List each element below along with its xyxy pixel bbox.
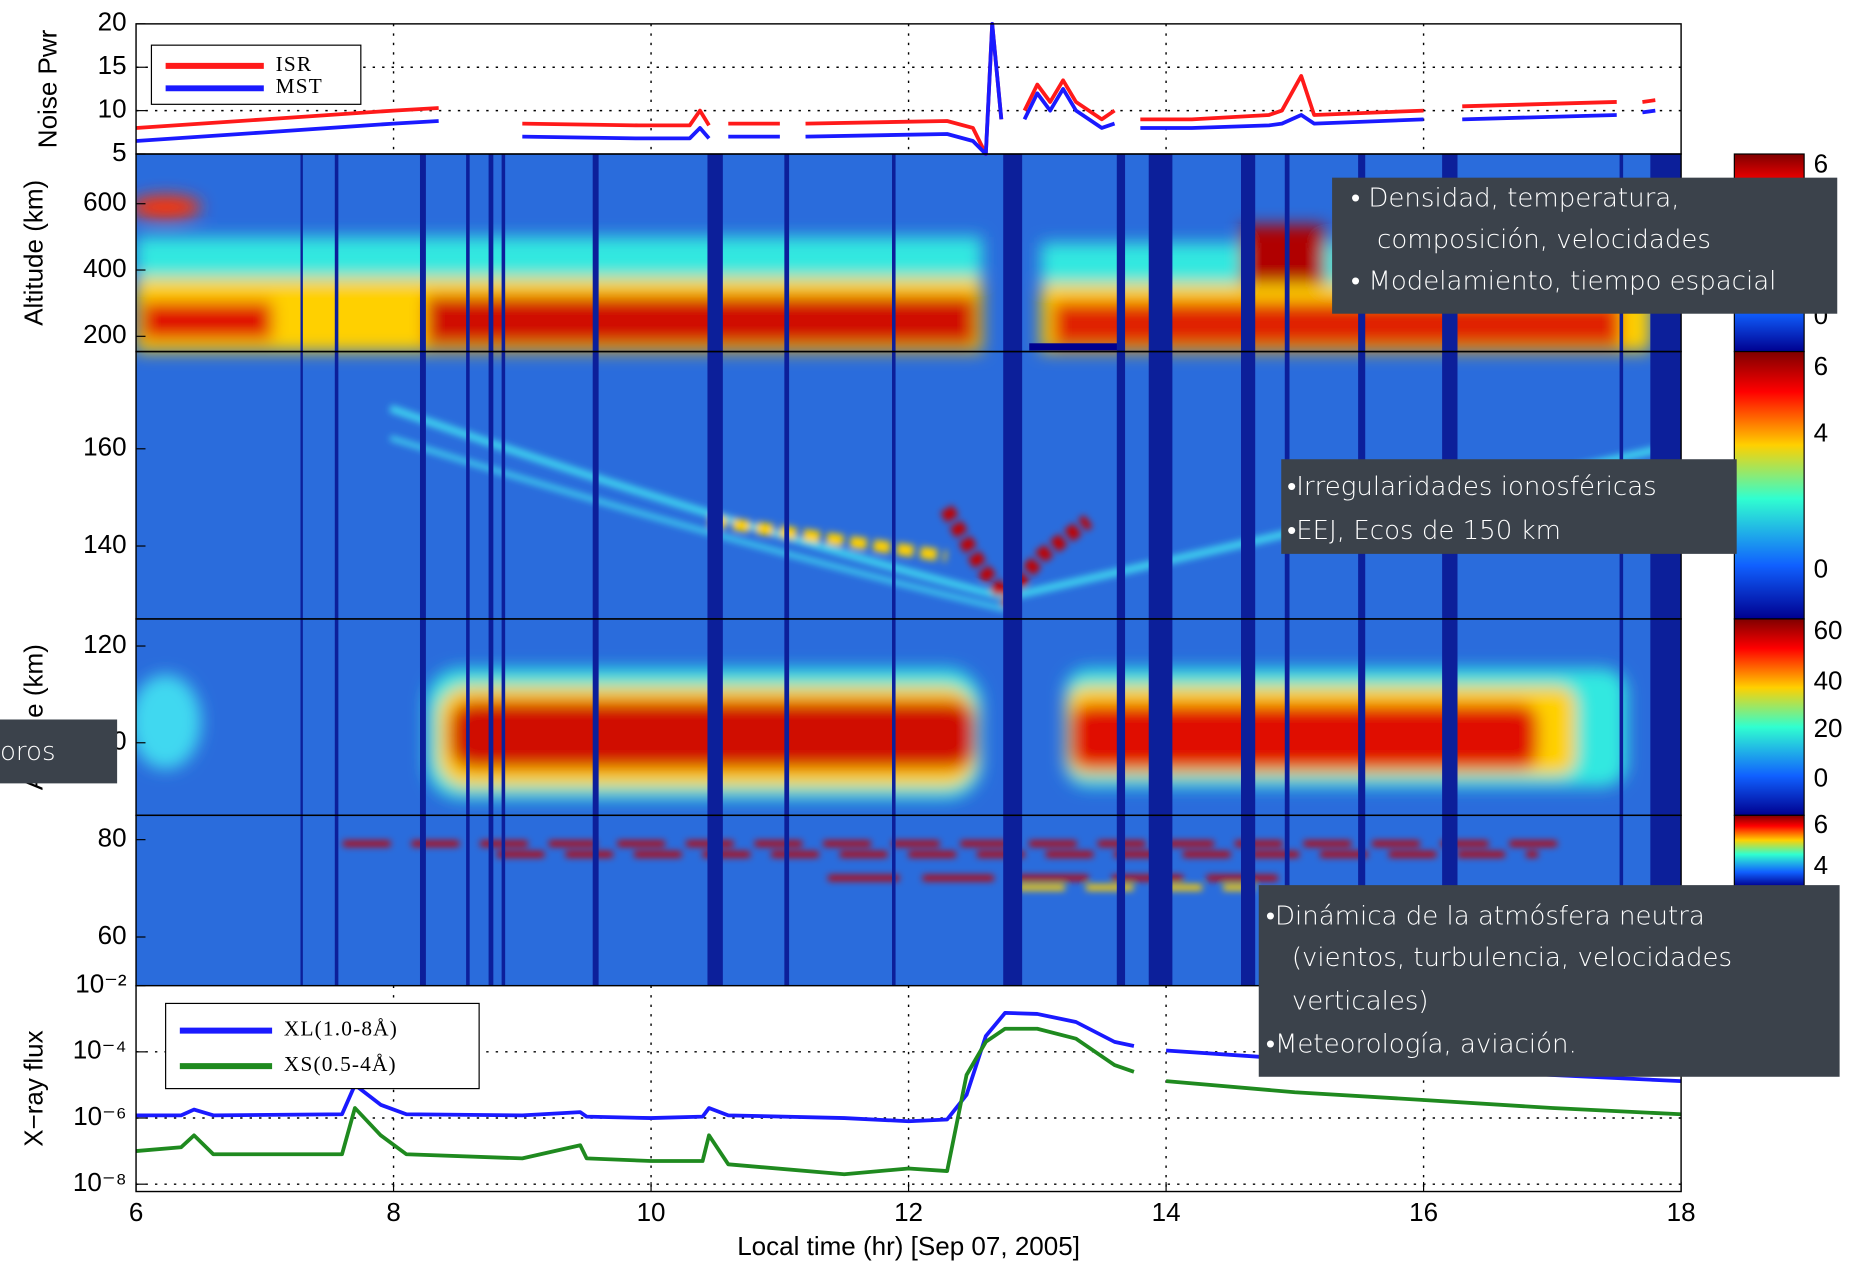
y-tick-label: 200	[83, 319, 126, 349]
legend-label: MST	[276, 74, 323, 98]
annotation-text: • Modelamiento, tiempo espacial	[1351, 266, 1776, 296]
y-tick-label: 10⁻⁸	[73, 1167, 127, 1197]
colorbar-tick-label: 20	[1814, 713, 1843, 743]
y-tick-label: 10⁻⁴	[73, 1035, 127, 1065]
x-tick-label: 14	[1152, 1197, 1181, 1227]
annotation-text: (vientos, turbulencia, velocidades	[1292, 943, 1732, 973]
y-axis-label: Altitude (km)	[18, 180, 48, 326]
annotation-text: •Irregularidades ionosféricas	[1287, 472, 1657, 502]
x-tick-label: 16	[1409, 1197, 1438, 1227]
x-tick-label: 6	[129, 1197, 143, 1227]
y-tick-label: 140	[83, 529, 126, 559]
y-tick-label: 120	[83, 629, 126, 659]
y-tick-label: 80	[98, 823, 127, 853]
annotation-text: •Meteorología, aviación.	[1266, 1029, 1577, 1059]
colorbar-tick-label: 0	[1814, 553, 1828, 583]
legend-label: ISR	[276, 52, 313, 76]
colorbar-tick-label: 0	[1814, 763, 1828, 793]
y-tick-label: 60	[98, 920, 127, 950]
legend-label: XS(0.5-4Å)	[284, 1052, 397, 1076]
x-tick-label: 8	[386, 1197, 400, 1227]
figure: 60640604020064 5101520ISRMSTNoise Pwr200…	[0, 0, 1855, 1271]
annotation-text: • Densidad, temperatura,	[1351, 183, 1679, 213]
colorbar-tick-label: 60	[1814, 615, 1843, 645]
y-axis-label: X−ray flux	[18, 1030, 48, 1146]
annotation-text: composición, velocidades	[1377, 225, 1711, 255]
legend-box	[151, 45, 360, 104]
x-axis-label: Local time (hr) [Sep 07, 2005]	[737, 1231, 1080, 1261]
legend-label: XL(1.0-8Å)	[284, 1017, 398, 1041]
annotation-text: oros	[0, 737, 56, 767]
annotation-text: •EEJ, Ecos de 150 km	[1287, 516, 1561, 546]
y-tick-label: 10	[98, 94, 127, 124]
annotation-text: verticales)	[1292, 987, 1429, 1017]
y-tick-label: 400	[83, 253, 126, 283]
colorbar-tick-label: 6	[1814, 351, 1828, 381]
y-tick-label: 15	[98, 50, 127, 80]
annotation-text: •Dinámica de la atmósfera neutra	[1266, 902, 1705, 932]
colorbar-tick-label: 4	[1814, 417, 1828, 447]
page: { "chart_data": [ { "type": "line", "yla…	[0, 0, 1855, 1271]
x-tick-label: 18	[1667, 1197, 1696, 1227]
x-tick-label: 12	[894, 1197, 923, 1227]
colorbar-tick-label: 40	[1814, 666, 1843, 696]
y-axis-label: Noise Pwr	[33, 29, 63, 148]
y-tick-label: 10⁻⁶	[73, 1101, 126, 1131]
x-tick-label: 10	[637, 1197, 666, 1227]
y-tick-label: 10⁻²	[75, 969, 127, 999]
y-tick-label: 600	[83, 187, 126, 217]
colorbar-tick-label: 6	[1814, 149, 1828, 179]
colorbar-tick-label: 6	[1814, 809, 1828, 839]
y-tick-label: 5	[112, 137, 126, 167]
y-tick-label: 20	[98, 7, 127, 37]
colorbar-tick-label: 4	[1814, 850, 1828, 880]
y-tick-label: 160	[83, 432, 126, 462]
